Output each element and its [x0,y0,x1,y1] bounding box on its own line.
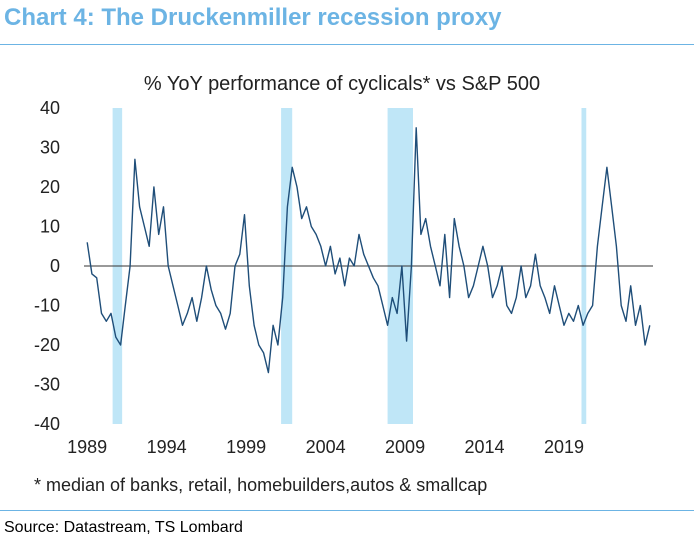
chart-subtitle: % YoY performance of cyclicals* vs S&P 5… [144,73,540,95]
x-tick-label: 1999 [226,437,266,457]
y-tick-label: -30 [34,375,60,395]
y-tick-label: -10 [34,296,60,316]
y-tick-label: 30 [40,138,60,158]
y-axis-ticks: 40 30 20 10 0 -10 -20 -30 -40 [34,98,60,434]
source-rule [0,510,694,511]
source-note: Source: Datastream, TS Lombard [4,519,243,536]
y-tick-label: 0 [50,256,60,276]
y-tick-label: 20 [40,177,60,197]
y-tick-label: 40 [40,98,60,118]
y-tick-label: 10 [40,217,60,237]
chart-footnote: * median of banks, retail, homebuilders,… [34,475,487,495]
y-tick-label: -20 [34,335,60,355]
recession-proxy-chart: 40 30 20 10 0 -10 -20 -30 -40 1989 1994 1999 2004 20… [34,73,653,495]
series-layer [86,127,651,374]
x-tick-label: 2014 [465,437,505,457]
x-tick-label: 2004 [306,437,346,457]
x-tick-label: 2019 [544,437,584,457]
x-tick-label: 2009 [385,437,425,457]
x-axis-ticks: 1989 1994 1999 2004 2009 2014 2019 [67,437,584,457]
x-tick-label: 1994 [147,437,187,457]
x-tick-label: 1989 [67,437,107,457]
series-line-1 [86,127,651,374]
y-tick-label: -40 [34,414,60,434]
title-rule [0,44,694,45]
chart-title: Chart 4: The Druckenmiller recession pro… [4,4,502,31]
